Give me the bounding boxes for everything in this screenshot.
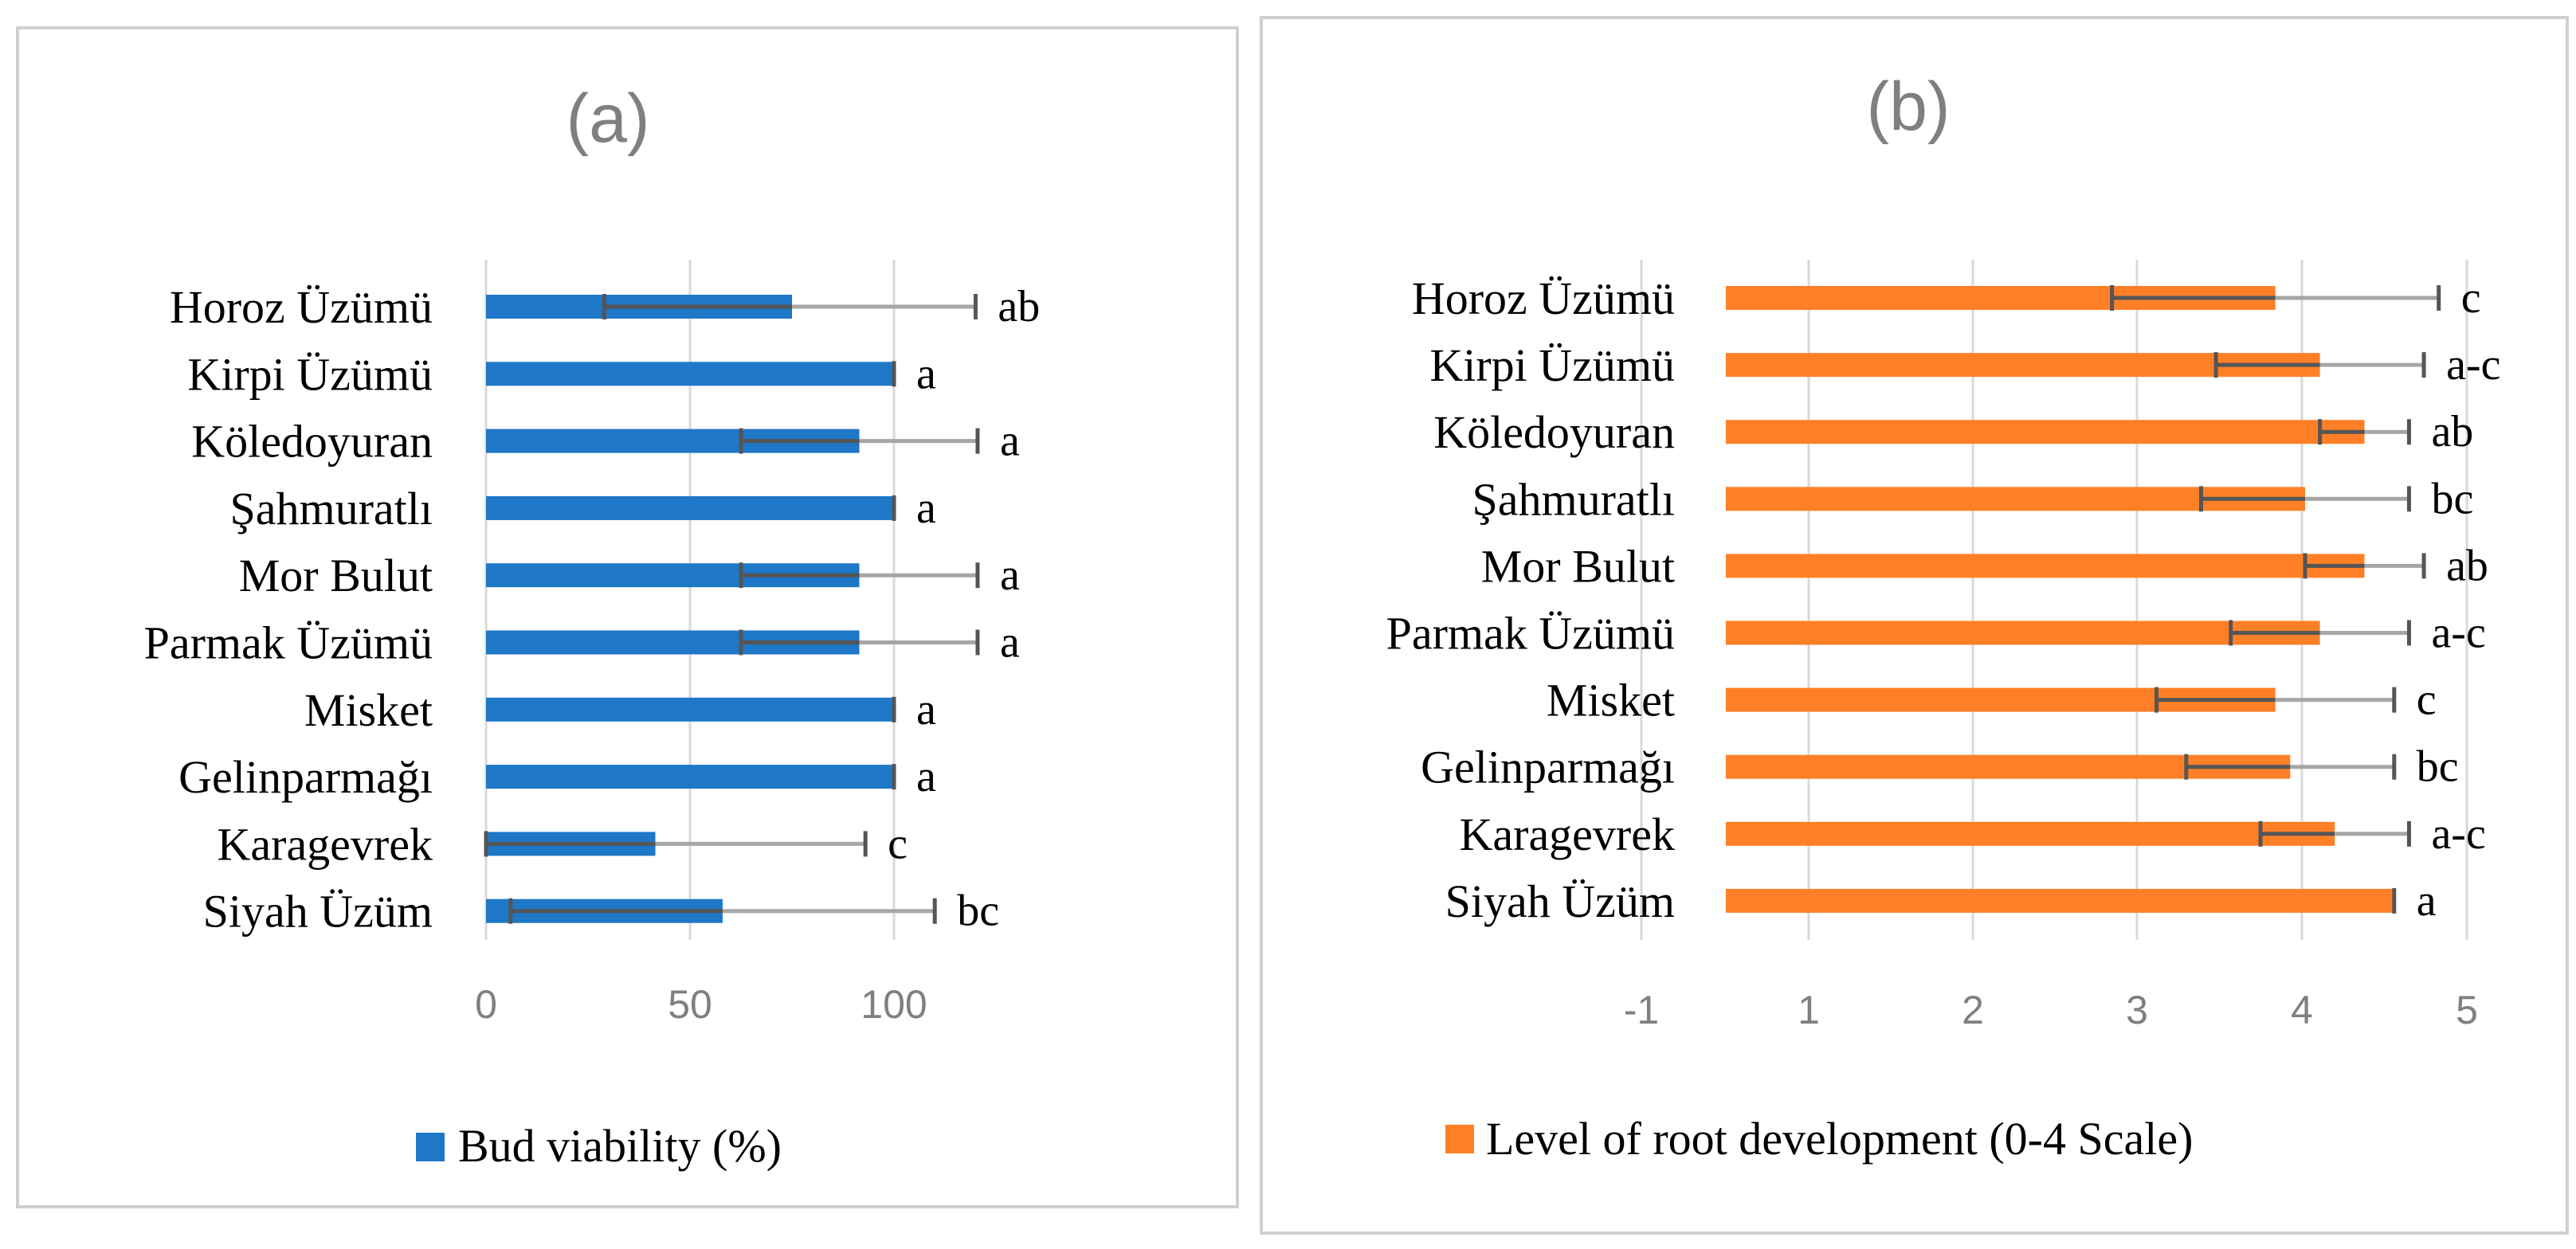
significance-letter: a [1000, 417, 1020, 466]
x-tick-label: 0 [475, 982, 497, 1027]
bar [486, 495, 894, 520]
category-label: Kirpi Üzümü [187, 348, 433, 400]
category-label: Köledoyuran [1433, 406, 1675, 458]
category-label: Horoz Üzümü [1412, 272, 1675, 324]
chart-title: (a) [566, 80, 649, 157]
significance-letter: c [888, 819, 908, 868]
panel-a: (a) 0 50 100 Horoz Üzümü ab Kirpi Üzümü a Köledo… [16, 26, 1239, 1208]
category-label: Mor Bulut [239, 550, 433, 601]
bar [1726, 420, 2365, 444]
bar [486, 697, 894, 722]
panel-border [1260, 16, 2569, 1235]
category-label: Karagevrek [1460, 809, 1676, 860]
significance-letter: bc [2431, 474, 2473, 523]
significance-letter: ab [998, 282, 1040, 331]
x-tick-label: 5 [2456, 988, 2478, 1032]
category-label: Mor Bulut [1481, 540, 1675, 592]
significance-letter: a [916, 752, 936, 801]
category-label: Gelinparmağı [178, 751, 433, 803]
category-label: Siyah Üzüm [203, 886, 433, 938]
category-label: Parmak Üzümü [1386, 608, 1675, 660]
legend-swatch [1445, 1125, 1474, 1153]
x-tick-label: 3 [2126, 988, 2148, 1032]
significance-letter: a [916, 685, 936, 734]
x-tick-label: 1 [1798, 988, 1820, 1032]
x-tick-label: 2 [1962, 988, 1984, 1032]
x-tick-label: -1 [1624, 988, 1659, 1032]
significance-letter: a [916, 484, 936, 533]
x-tick-label: 4 [2291, 988, 2313, 1032]
x-tick-label: 50 [668, 982, 712, 1027]
category-label: Misket [304, 684, 433, 736]
x-tick-label: 100 [861, 982, 927, 1027]
bar [486, 362, 894, 386]
legend-swatch [416, 1133, 445, 1161]
category-label: Köledoyuran [191, 416, 433, 468]
category-label: Parmak Üzümü [144, 617, 433, 669]
category-label: Kirpi Üzümü [1429, 339, 1675, 391]
bar [1726, 888, 2394, 913]
category-label: Karagevrek [218, 818, 433, 870]
category-label: Siyah Üzüm [1445, 875, 1675, 927]
bar [486, 765, 894, 789]
significance-letter: c [2461, 273, 2481, 323]
legend-label: Level of root development (0-4 Scale) [1486, 1113, 2193, 1165]
bar [1726, 621, 2320, 645]
panel-border [16, 26, 1239, 1208]
legend-label: Bud viability (%) [458, 1120, 782, 1172]
category-label: Misket [1547, 675, 1675, 726]
category-label: Gelinparmağı [1421, 742, 1675, 793]
category-label: Şahmuratlı [1472, 473, 1675, 525]
significance-letter: a-c [2446, 340, 2500, 390]
significance-letter: a [2417, 876, 2437, 926]
significance-letter: ab [2431, 407, 2473, 456]
significance-letter: ab [2446, 541, 2488, 590]
category-label: Şahmuratlı [229, 483, 433, 534]
bar [1726, 821, 2335, 846]
significance-letter: c [2417, 675, 2437, 725]
significance-letter: a-c [2431, 809, 2485, 859]
category-label: Horoz Üzümü [170, 281, 433, 333]
significance-letter: a-c [2431, 609, 2485, 658]
significance-letter: a [1000, 550, 1020, 600]
significance-letter: bc [957, 887, 999, 936]
significance-letter: bc [2417, 742, 2459, 792]
significance-letter: a [1000, 618, 1020, 668]
panel-b: (b) -1 1 2 3 4 5 Horoz Üzümü c Kirpi Üzümü a-c Köle… [1260, 16, 2569, 1235]
significance-letter: a [916, 349, 936, 398]
chart-title: (b) [1866, 69, 1950, 145]
bar [1726, 554, 2365, 578]
